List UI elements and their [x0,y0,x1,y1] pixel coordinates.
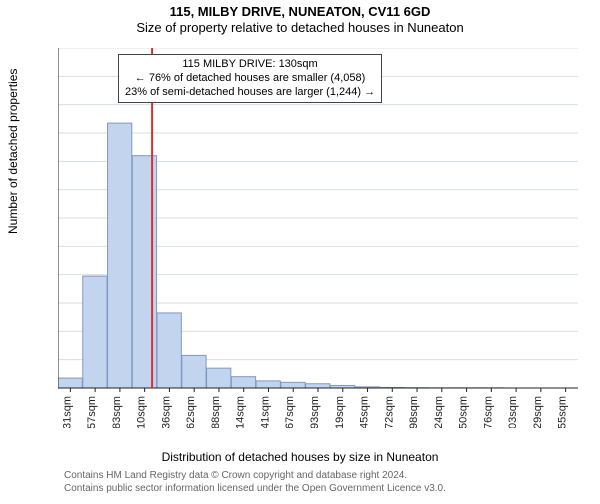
x-tick-label: 372sqm [383,396,395,428]
x-tick-label: 188sqm [210,396,222,428]
x-tick-label: 136sqm [160,396,172,428]
histogram-bar [108,123,132,388]
x-tick-label: 293sqm [309,396,321,428]
x-axis-label: Distribution of detached houses by size … [0,450,600,464]
annotation-line1: 115 MILBY DRIVE: 130sqm [125,58,375,72]
histogram-bar [157,313,181,388]
chart-title-main: 115, MILBY DRIVE, NUNEATON, CV11 6GD [0,4,600,19]
x-tick-label: 57sqm [86,396,98,428]
histogram-bar [58,378,82,388]
histogram-bar [281,382,305,388]
x-tick-label: 31sqm [61,396,73,428]
x-tick-label: 424sqm [433,396,445,428]
annotation-line3: 23% of semi-detached houses are larger (… [125,86,375,100]
histogram-bar [231,377,255,388]
footer-line2: Contains public sector information licen… [64,483,446,496]
x-tick-label: 555sqm [557,396,569,428]
annotation-box: 115 MILBY DRIVE: 130sqm ← 76% of detache… [118,54,382,103]
histogram-bar [182,355,206,388]
x-tick-label: 267sqm [284,396,296,428]
y-axis-label: Number of detached properties [6,69,20,234]
annotation-line2: ← 76% of detached houses are smaller (4,… [125,72,375,86]
x-tick-label: 241sqm [259,396,271,428]
histogram-bar [256,381,280,388]
histogram-bar [306,384,330,388]
histogram-svg: 0200400600800100012001400160018002000220… [58,48,578,428]
x-tick-label: 319sqm [334,396,346,428]
histogram-bar [83,276,107,388]
plot-area: 0200400600800100012001400160018002000220… [58,48,578,428]
x-tick-label: 450sqm [458,396,470,428]
footer-attribution: Contains HM Land Registry data © Crown c… [64,470,446,495]
x-tick-label: 398sqm [408,396,420,428]
x-tick-label: 529sqm [532,396,544,428]
chart-title-sub: Size of property relative to detached ho… [0,20,600,35]
x-tick-label: 83sqm [111,396,123,428]
x-tick-label: 345sqm [359,396,371,428]
histogram-bar [207,368,231,388]
x-tick-label: 503sqm [507,396,519,428]
footer-line1: Contains HM Land Registry data © Crown c… [64,470,446,483]
x-tick-label: 476sqm [482,396,494,428]
x-tick-label: 162sqm [185,396,197,428]
x-tick-label: 214sqm [235,396,247,428]
x-tick-label: 110sqm [136,396,148,428]
